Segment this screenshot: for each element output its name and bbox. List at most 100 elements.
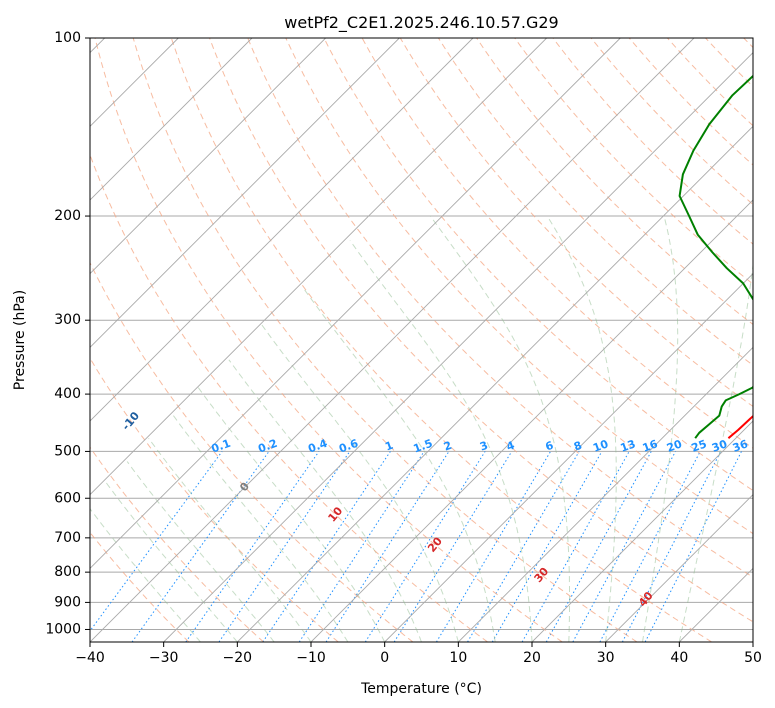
isotherm-line <box>310 199 753 642</box>
temperature-profile-line <box>727 414 753 439</box>
mixing-ratio-label: 3 <box>478 439 490 454</box>
isotherm-lines <box>90 38 753 642</box>
moist-adiabat-line <box>148 437 312 642</box>
y-tick-label: 200 <box>54 208 81 224</box>
adiabat-labels: 0.10.20.40.611.52346810131620253036-100-… <box>119 409 750 609</box>
dry-adiabat-line <box>323 38 753 492</box>
mixing-ratio-line <box>545 451 652 642</box>
isotherm-line <box>679 567 753 642</box>
y-tick-label: 900 <box>54 594 81 610</box>
mixing-ratio-line <box>644 451 742 642</box>
isotherm-line <box>605 494 753 642</box>
mixing-ratio-label: 16 <box>641 437 660 455</box>
mixing-ratio-label: 6 <box>544 439 556 454</box>
mixing-ratio-lines <box>90 451 742 642</box>
dewpoint-profile-line <box>678 74 753 439</box>
isotherm-line <box>90 38 547 496</box>
x-tick-label: 50 <box>744 650 762 666</box>
mixing-ratio-label: 30 <box>710 437 729 455</box>
x-tick-label: −20 <box>223 650 253 666</box>
mixing-ratio-label: 0.1 <box>210 437 233 456</box>
moist-adiabat-line <box>228 359 422 642</box>
moist-adiabat-line <box>546 215 617 642</box>
dry-adiabat-label: -10 <box>119 409 142 433</box>
y-tick-label: 800 <box>54 564 81 580</box>
x-tick-label: 40 <box>670 650 688 666</box>
moist-adiabat-line <box>642 215 679 642</box>
moist-adiabat-line <box>90 507 201 642</box>
x-axis-ticks: −40 −30 −20 −10 0 10 20 30 40 50 <box>75 642 762 666</box>
y-tick-label: 600 <box>54 490 81 506</box>
dry-adiabat-line <box>667 38 753 127</box>
moist-adiabat-line <box>126 461 275 642</box>
x-tick-label: −30 <box>149 650 179 666</box>
x-axis-label: Temperature (°C) <box>360 681 482 697</box>
dry-adiabat-line <box>170 38 712 642</box>
dry-adiabat-line <box>90 153 488 642</box>
y-tick-label: 300 <box>54 312 81 328</box>
dry-adiabat-line <box>476 38 753 326</box>
x-tick-label: 20 <box>523 650 541 666</box>
mixing-ratio-line <box>467 451 580 642</box>
dry-adiabat-line <box>285 38 753 535</box>
mixing-ratio-label: 20 <box>665 437 684 455</box>
y-tick-label: 400 <box>54 386 81 402</box>
isobar-lines <box>90 215 753 630</box>
mixing-ratio-line <box>572 451 676 642</box>
moist-adiabat-line <box>429 215 571 642</box>
mixing-ratio-label: 25 <box>690 437 709 454</box>
dry-adiabat-line <box>247 38 753 578</box>
mixing-ratio-line <box>521 451 630 642</box>
plot-frame <box>89 37 754 643</box>
dry-adiabat-line <box>209 38 753 623</box>
dry-adiabat-line <box>132 38 638 642</box>
dry-adiabat-line <box>514 38 753 285</box>
x-tick-label: −40 <box>75 650 105 666</box>
dry-adiabat-line <box>90 357 339 642</box>
y-tick-label: 700 <box>54 530 81 546</box>
mixing-ratio-line <box>298 451 425 642</box>
y-axis-ticks: 1000 900 800 700 600 500 400 300 200 100 <box>45 30 90 637</box>
dry-adiabat-line <box>590 38 753 206</box>
isotherm-line <box>458 346 753 642</box>
y-axis-label: Pressure (hPa) <box>12 290 28 390</box>
isotherm-line <box>90 38 253 201</box>
isotherm-line <box>752 641 753 642</box>
isotherm-line <box>90 38 474 422</box>
isotherm-line <box>90 38 400 348</box>
moist-adiabat-line <box>678 261 753 642</box>
dry-adiabat-label: 10 <box>326 504 346 524</box>
mixing-ratio-line <box>185 451 320 642</box>
mixing-ratio-line <box>599 451 701 642</box>
plot-area: 0.10.20.40.611.52346810131620253036-100-… <box>90 38 753 642</box>
mixing-ratio-label: 0.4 <box>306 437 329 456</box>
mixing-ratio-label: 10 <box>591 437 610 455</box>
profile-series <box>678 74 753 439</box>
mixing-ratio-label: 4 <box>505 439 517 454</box>
mixing-ratio-line <box>393 451 513 642</box>
moist-adiabat-line <box>261 324 459 642</box>
dry-adiabat-label: 40 <box>636 589 656 609</box>
mixing-ratio-line <box>218 451 351 642</box>
moist-adiabat-lines <box>90 215 753 642</box>
y-tick-label: 500 <box>54 443 81 459</box>
isotherm-line <box>90 38 621 569</box>
dry-adiabat-line <box>743 38 753 49</box>
dry-adiabat-line <box>90 531 190 642</box>
isotherm-line <box>237 125 753 642</box>
moist-adiabat-line <box>104 480 238 642</box>
isotherm-line <box>163 52 753 642</box>
isotherm-line <box>90 38 326 275</box>
mixing-ratio-label: 0.6 <box>337 437 360 456</box>
dry-adiabat-line <box>90 261 414 642</box>
dry-adiabat-line <box>552 38 753 245</box>
mixing-ratio-line <box>90 451 223 632</box>
mixing-ratio-label: 8 <box>572 439 584 454</box>
mixing-ratio-line <box>491 451 603 642</box>
y-tick-label: 1000 <box>45 621 81 637</box>
x-tick-label: 30 <box>597 650 615 666</box>
mixing-ratio-line <box>435 451 552 642</box>
chart-title: wetPf2_C2E1.2025.246.10.57.G29 <box>284 13 558 33</box>
dry-adiabat-line <box>90 446 264 642</box>
